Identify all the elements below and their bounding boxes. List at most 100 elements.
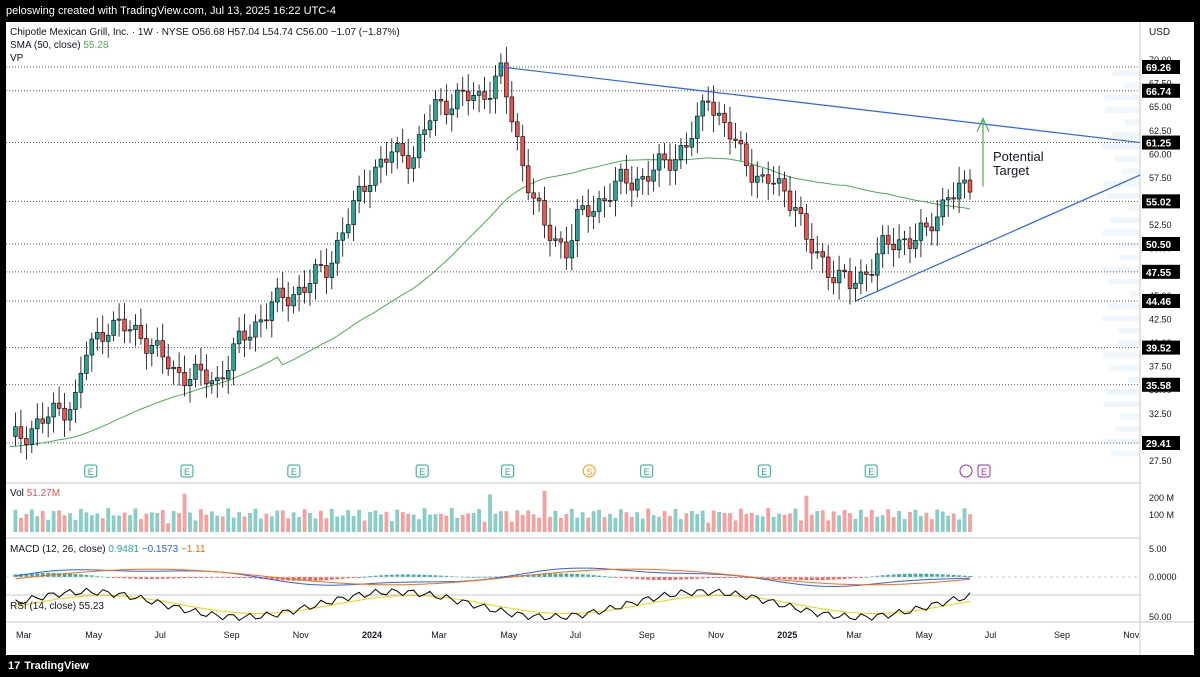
time-tick: Sep [224, 630, 240, 640]
volume-bar [209, 511, 214, 532]
macd-histogram-bar [389, 574, 394, 577]
vp-bar [1106, 389, 1140, 395]
level-label: 61.25 [1146, 139, 1171, 150]
volume-bar [929, 519, 934, 532]
resistance-trendline[interactable] [500, 66, 1141, 144]
time-tick: Jul [570, 630, 582, 640]
volume-bar [891, 517, 896, 532]
volume-bar [428, 514, 432, 532]
volume-bar [368, 512, 372, 532]
dividend-marker-icon[interactable] [959, 464, 973, 478]
volume-bar [542, 490, 547, 532]
volume-bar [89, 515, 94, 532]
candle [18, 409, 24, 454]
volume-bar [897, 510, 901, 532]
time-tick: 2024 [362, 630, 382, 640]
support-trendline[interactable] [855, 174, 1141, 302]
horizontal-levels [6, 66, 1140, 444]
volume-bar [199, 509, 203, 532]
candle [711, 85, 716, 133]
earnings-marker-icon[interactable] [84, 464, 98, 478]
macd-histogram-bar [651, 577, 656, 580]
macd-histogram-bar [269, 577, 274, 580]
volume-bar [820, 510, 825, 532]
macd-histogram-bar [897, 574, 901, 577]
volume-bar [373, 510, 378, 532]
candle [755, 161, 760, 199]
price-tick: 52.50 [1149, 220, 1172, 230]
level-label: 44.46 [1146, 297, 1171, 308]
earnings-marker-icon[interactable] [415, 464, 429, 478]
macd-histogram-bar [793, 577, 798, 580]
volume-bar [842, 509, 847, 532]
volume-bar [13, 509, 18, 532]
candle [84, 341, 89, 381]
candle [640, 168, 645, 195]
candle [891, 227, 896, 267]
macd-histogram-bar [951, 574, 956, 577]
candle [264, 303, 269, 329]
macd-histogram-bar [717, 577, 721, 578]
candle [836, 255, 842, 300]
earnings-marker-icon[interactable] [757, 464, 771, 478]
legend-symbol: Chipotle Mexican Grill, Inc. · 1W · NYSE… [10, 27, 400, 38]
macd-histogram-bar [935, 574, 940, 577]
vp-bar [1119, 254, 1140, 261]
split-marker-icon[interactable] [582, 464, 596, 478]
volume-bar [226, 508, 231, 532]
candle [700, 94, 705, 132]
macd-histogram-bar [139, 577, 143, 579]
macd-histogram-bar [722, 577, 727, 578]
volume-bar [848, 513, 852, 532]
price-scale[interactable]: 70.0067.5065.0062.5060.0057.5055.0052.50… [1142, 55, 1180, 622]
macd-histogram-bar [662, 577, 667, 580]
volume-bar [29, 509, 34, 532]
level-badge [1142, 83, 1180, 98]
earnings-marker-label: E [761, 467, 767, 477]
macd-histogram-bar [815, 577, 820, 581]
vp-bar [1121, 168, 1140, 175]
volume-bar [569, 508, 574, 532]
earnings-marker-icon[interactable] [501, 464, 515, 478]
candle [253, 314, 258, 352]
vp-bar [1108, 303, 1140, 310]
candle [705, 86, 711, 111]
volume-bar [499, 511, 503, 532]
candle [422, 113, 427, 152]
candle [869, 259, 875, 283]
earnings-marker-icon[interactable] [180, 464, 194, 478]
macd-histogram-bar [329, 577, 334, 580]
volume-bar [711, 510, 716, 532]
candle [73, 379, 78, 423]
time-tick: Sep [1054, 630, 1070, 640]
volume-bar [902, 519, 907, 532]
macd-histogram-bar [908, 573, 912, 577]
macd-histogram-bar [919, 573, 923, 577]
macd-histogram-bar [831, 577, 836, 580]
volume-bar [564, 513, 569, 532]
macd-histogram-bar [439, 575, 443, 577]
candle [635, 166, 640, 198]
volume-bar [815, 511, 820, 532]
earnings-marker-icon[interactable] [640, 464, 654, 478]
trendlines[interactable] [500, 66, 1141, 302]
earnings-marker-icon[interactable] [287, 464, 301, 478]
macd-histogram-bar [122, 577, 127, 579]
vp-bar [1105, 107, 1140, 113]
candle [951, 182, 956, 210]
volume-bars [13, 490, 972, 532]
macd-histogram-bar [804, 577, 809, 581]
candle [438, 88, 444, 116]
earnings-marker-icon[interactable] [864, 464, 878, 478]
volume-bar [913, 509, 918, 532]
earnings-upcoming-marker-icon[interactable] [977, 464, 991, 478]
time-axis[interactable]: Mar May Jul Sep Nov 2024 Mar May Jul Sep Nov 2025 Ma… [16, 630, 1140, 640]
candle [749, 149, 755, 196]
candle [95, 317, 100, 351]
macd-histogram-bar [313, 577, 318, 581]
macd-histogram-bar [62, 573, 67, 577]
macd-histogram-bar [351, 577, 356, 578]
candle [945, 189, 951, 217]
